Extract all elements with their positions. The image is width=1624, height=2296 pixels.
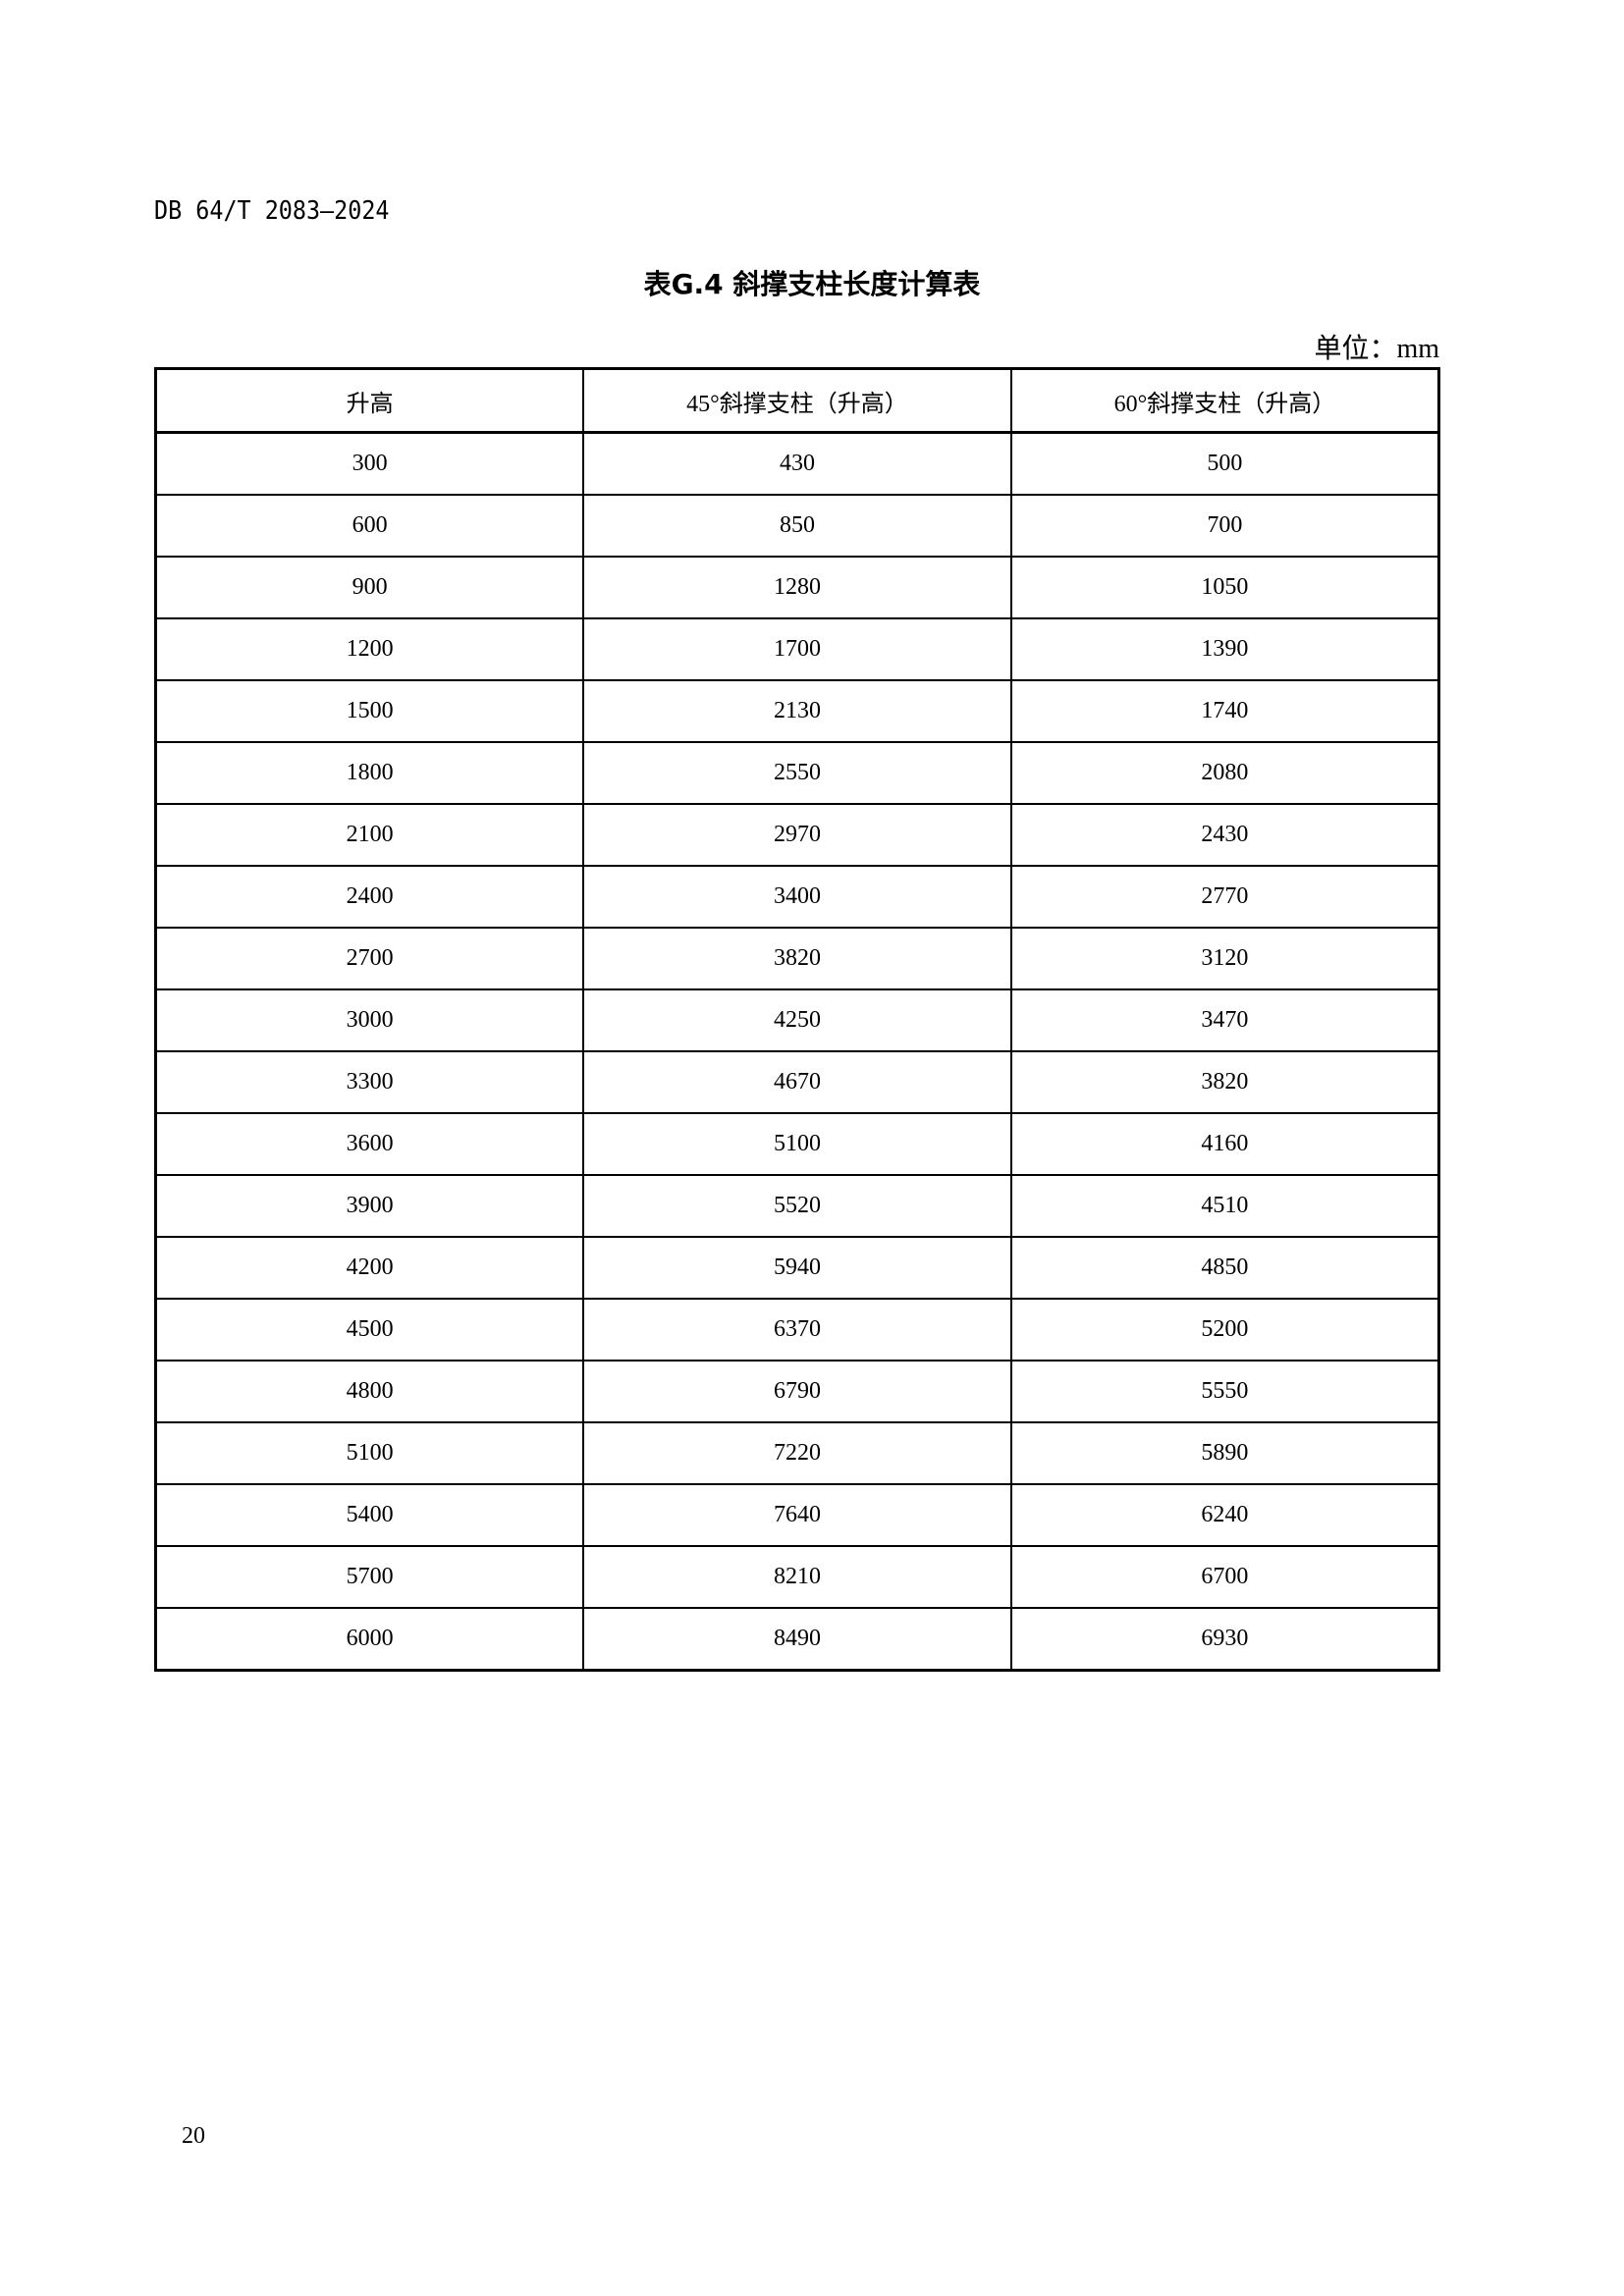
- table-cell: 7220: [582, 1421, 1012, 1485]
- table-cell: 3300: [154, 1050, 585, 1114]
- table-cell: 2970: [582, 803, 1012, 867]
- table-cell: 6370: [582, 1298, 1012, 1362]
- table-cell: 1280: [582, 556, 1012, 619]
- table-cell: 4850: [1009, 1236, 1440, 1300]
- table-row: 5100 7220 5890: [154, 1421, 1440, 1485]
- table-row: 3300 4670 3820: [154, 1050, 1440, 1114]
- table-cell: 3820: [582, 927, 1012, 990]
- table-cell: 4200: [154, 1236, 585, 1300]
- table-cell: 5100: [154, 1421, 585, 1485]
- table-cell: 5520: [582, 1174, 1012, 1238]
- table-cell: 5200: [1009, 1298, 1440, 1362]
- table-row: 1800 2550 2080: [154, 741, 1440, 805]
- table-cell: 2550: [582, 741, 1012, 805]
- table-row: 300 430 500: [154, 431, 1440, 496]
- table-cell: 1700: [582, 617, 1012, 681]
- table-cell: 5940: [582, 1236, 1012, 1300]
- table-cell: 4500: [154, 1298, 585, 1362]
- table-cell: 6700: [1009, 1545, 1440, 1609]
- table-cell: 3470: [1009, 988, 1440, 1052]
- column-header: 升高: [154, 367, 585, 434]
- document-code: DB 64/T 2083—2024: [154, 196, 390, 226]
- table-row: 4500 6370 5200: [154, 1298, 1440, 1362]
- table-cell: 900: [154, 556, 585, 619]
- table-row: 3600 5100 4160: [154, 1112, 1440, 1176]
- table-cell: 2430: [1009, 803, 1440, 867]
- table-cell: 600: [154, 494, 585, 558]
- table-cell: 6790: [582, 1360, 1012, 1423]
- table-cell: 850: [582, 494, 1012, 558]
- table-cell: 1500: [154, 679, 585, 743]
- table-cell: 1390: [1009, 617, 1440, 681]
- table-cell: 3900: [154, 1174, 585, 1238]
- table-cell: 500: [1009, 431, 1440, 496]
- table-cell: 4800: [154, 1360, 585, 1423]
- table-title: 表G.4 斜撑支柱长度计算表: [643, 268, 981, 300]
- table-cell: 3000: [154, 988, 585, 1052]
- table-cell: 4510: [1009, 1174, 1440, 1238]
- table-cell: 1740: [1009, 679, 1440, 743]
- table-cell: 2100: [154, 803, 585, 867]
- table-row: 2100 2970 2430: [154, 803, 1440, 867]
- table-cell: 2130: [582, 679, 1012, 743]
- table-row: 4800 6790 5550: [154, 1360, 1440, 1423]
- table-cell: 430: [582, 431, 1012, 496]
- strut-length-table: 升高 45°斜撑支柱（升高） 60°斜撑支柱（升高） 300 430 500 600 8…: [154, 367, 1440, 1672]
- table-row: 6000 8490 6930: [154, 1607, 1440, 1672]
- table-cell: 4160: [1009, 1112, 1440, 1176]
- table-row: 1200 1700 1390: [154, 617, 1440, 681]
- table-row: 600 850 700: [154, 494, 1440, 558]
- table-header-row: 升高 45°斜撑支柱（升高） 60°斜撑支柱（升高）: [154, 367, 1440, 434]
- table-cell: 2770: [1009, 865, 1440, 929]
- table-cell: 8210: [582, 1545, 1012, 1609]
- unit-label: 单位：mm: [1314, 334, 1439, 364]
- table-row: 5400 7640 6240: [154, 1483, 1440, 1547]
- table-row: 2700 3820 3120: [154, 927, 1440, 990]
- table-row: 2400 3400 2770: [154, 865, 1440, 929]
- table-cell: 3600: [154, 1112, 585, 1176]
- table-cell: 6000: [154, 1607, 585, 1672]
- column-header: 45°斜撑支柱（升高）: [582, 367, 1012, 434]
- table-cell: 5700: [154, 1545, 585, 1609]
- table-cell: 5100: [582, 1112, 1012, 1176]
- table-row: 4200 5940 4850: [154, 1236, 1440, 1300]
- table-cell: 1800: [154, 741, 585, 805]
- table-cell: 4670: [582, 1050, 1012, 1114]
- table-cell: 700: [1009, 494, 1440, 558]
- table-cell: 5890: [1009, 1421, 1440, 1485]
- table-cell: 5550: [1009, 1360, 1440, 1423]
- table-cell: 1050: [1009, 556, 1440, 619]
- table-cell: 4250: [582, 988, 1012, 1052]
- table-row: 900 1280 1050: [154, 556, 1440, 619]
- table-row: 5700 8210 6700: [154, 1545, 1440, 1609]
- table-cell: 8490: [582, 1607, 1012, 1672]
- table-cell: 6930: [1009, 1607, 1440, 1672]
- table-cell: 2700: [154, 927, 585, 990]
- column-header: 60°斜撑支柱（升高）: [1009, 367, 1440, 434]
- table-cell: 2080: [1009, 741, 1440, 805]
- table-cell: 5400: [154, 1483, 585, 1547]
- table-cell: 2400: [154, 865, 585, 929]
- table-cell: 3120: [1009, 927, 1440, 990]
- table-row: 3900 5520 4510: [154, 1174, 1440, 1238]
- table-cell: 300: [154, 431, 585, 496]
- table-row: 1500 2130 1740: [154, 679, 1440, 743]
- table-cell: 3820: [1009, 1050, 1440, 1114]
- table-row: 3000 4250 3470: [154, 988, 1440, 1052]
- table-cell: 1200: [154, 617, 585, 681]
- table-cell: 6240: [1009, 1483, 1440, 1547]
- page-number: 20: [182, 2123, 205, 2149]
- table-cell: 3400: [582, 865, 1012, 929]
- table-cell: 7640: [582, 1483, 1012, 1547]
